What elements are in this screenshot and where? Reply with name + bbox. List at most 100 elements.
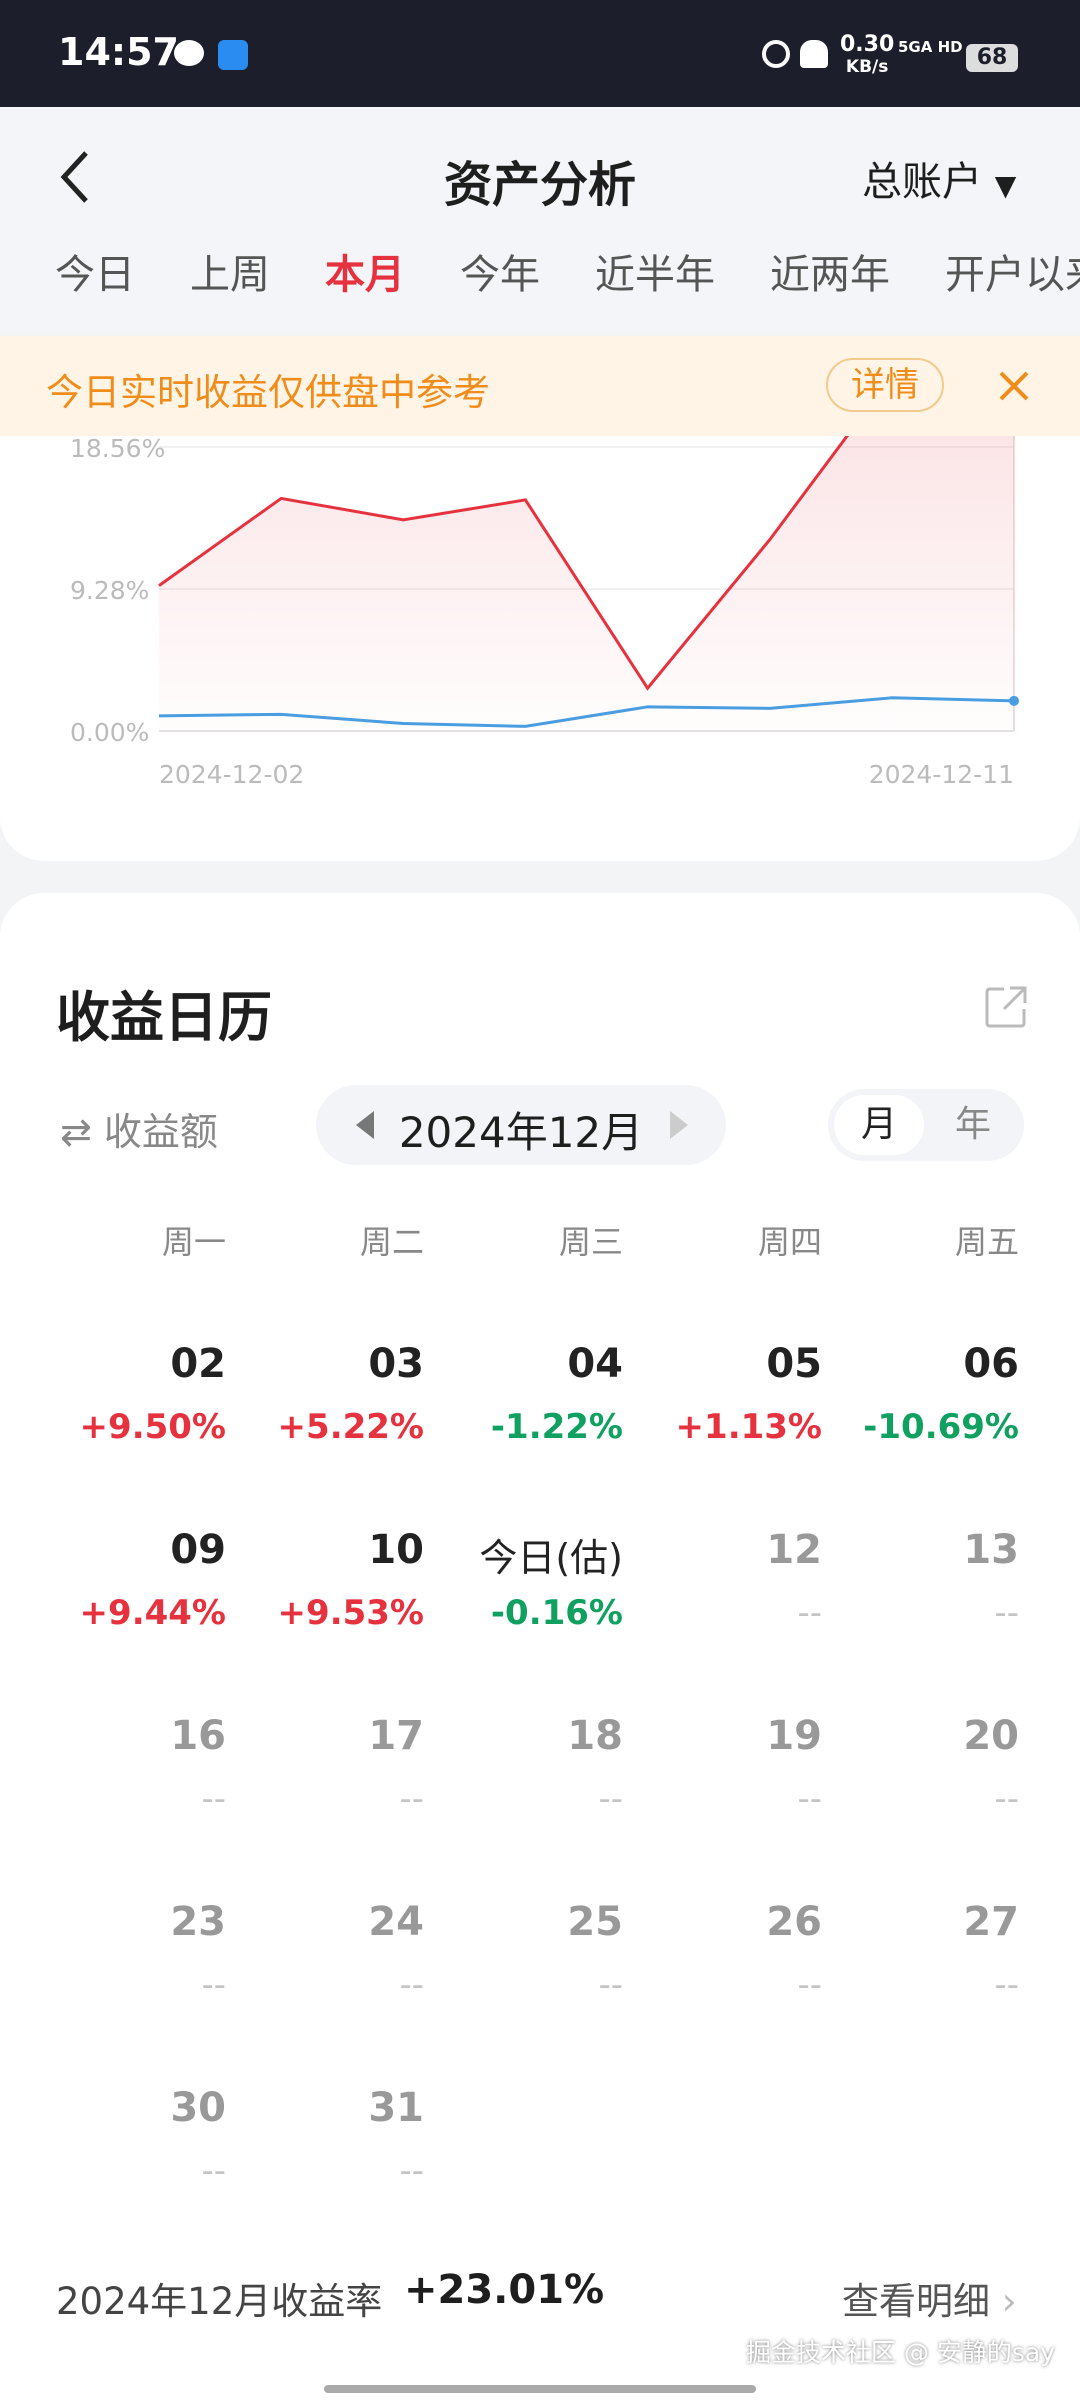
speed-unit: KB/s bbox=[845, 57, 889, 77]
month-picker: 2024年12月 bbox=[316, 1085, 726, 1165]
view-option[interactable]: 月 bbox=[834, 1095, 924, 1155]
calendar-day[interactable]: 02 bbox=[170, 1341, 226, 1387]
chart: 0.00% 9.28% 18.56% 2024-12-02 2024-12-11 bbox=[70, 436, 1019, 789]
x-tick-label: 2024-12-11 bbox=[869, 760, 1014, 789]
weekday: 周一 bbox=[161, 1223, 226, 1261]
calendar-return: +9.50% bbox=[79, 1407, 226, 1447]
calendar-title: 收益日历 bbox=[56, 986, 272, 1049]
dropdown-arrow: ▼ bbox=[994, 169, 1017, 202]
calendar-day[interactable]: 31 bbox=[368, 2085, 424, 2131]
month-label: 2024年12月 bbox=[398, 1108, 644, 1157]
calendar-day[interactable]: 13 bbox=[963, 1527, 1019, 1573]
calendar-day[interactable]: 18 bbox=[567, 1713, 623, 1759]
calendar-day[interactable]: 03 bbox=[368, 1341, 424, 1387]
calendar-day[interactable]: 26 bbox=[766, 1899, 822, 1945]
view-option[interactable]: 年 bbox=[954, 1104, 991, 1145]
calendar-card: 收益日历 ⇄ 收益额 2024年12月 月年 周一 周二 周三 周四 周五 02 +9.50… bbox=[0, 893, 1080, 2400]
detail-link[interactable]: 查看明细 › bbox=[842, 2271, 1017, 2325]
y-tick-label: 18.56% bbox=[70, 436, 165, 463]
chart-card: 0.00% 9.28% 18.56% 2024-12-02 2024-12-11 bbox=[0, 436, 1080, 861]
calendar-return: -- bbox=[201, 1779, 226, 1819]
calendar-day[interactable]: 今日(估) bbox=[479, 1536, 623, 1580]
calendar-day[interactable]: 30 bbox=[170, 2085, 226, 2131]
calendar-return: -0.16% bbox=[490, 1593, 623, 1633]
calendar-day[interactable]: 12 bbox=[766, 1527, 822, 1573]
calendar-day[interactable]: 23 bbox=[170, 1899, 226, 1945]
detail-link-text: 查看明细 bbox=[842, 2280, 990, 2323]
prev-month[interactable] bbox=[356, 1111, 376, 1139]
swap-icon: ⇄ bbox=[60, 1110, 104, 1154]
calendar-day[interactable]: 10 bbox=[368, 1527, 424, 1573]
notice-banner: 今日实时收益仅供盘中参考 详情 bbox=[0, 336, 1080, 436]
calendar-day[interactable]: 20 bbox=[963, 1713, 1019, 1759]
calendar-day[interactable]: 24 bbox=[368, 1899, 424, 1945]
page-title: 资产分析 bbox=[443, 157, 636, 213]
weekday: 周二 bbox=[359, 1223, 424, 1261]
period-tab[interactable]: 今日 bbox=[55, 252, 135, 298]
calendar-day[interactable]: 06 bbox=[963, 1341, 1019, 1387]
calendar-return: -10.69% bbox=[863, 1407, 1019, 1447]
close-button[interactable] bbox=[998, 370, 1030, 402]
period-tab[interactable]: 今年 bbox=[460, 252, 540, 298]
share-icon[interactable] bbox=[984, 985, 1028, 1029]
area bbox=[159, 436, 1014, 731]
calendar-day[interactable]: 27 bbox=[963, 1899, 1019, 1945]
next-month[interactable] bbox=[668, 1111, 688, 1139]
mute-icon bbox=[800, 40, 828, 68]
calendar-day[interactable]: 04 bbox=[567, 1341, 623, 1387]
status-bar: 14:57 0.30 KB/s 5GA HD 68 bbox=[0, 0, 1080, 107]
calendar-return: +1.13% bbox=[675, 1407, 822, 1447]
back-button[interactable] bbox=[56, 147, 96, 207]
calendar-return: -- bbox=[797, 1965, 822, 2005]
alarm-icon bbox=[762, 40, 790, 68]
y-tick-label: 0.00% bbox=[70, 718, 149, 747]
account-name: 总账户 bbox=[862, 159, 982, 205]
calendar-grid: 周一 周二 周三 周四 周五 02 +9.50% 03 +5.22% 04 -1.22% 05 +1.1… bbox=[0, 893, 1080, 2293]
notice-text: 今日实时收益仅供盘中参考 bbox=[46, 371, 490, 414]
header: 资产分析 总账户 ▼ bbox=[0, 107, 1080, 330]
calendar-return: -- bbox=[598, 1779, 623, 1819]
period-tab[interactable]: 近两年 bbox=[770, 252, 890, 298]
calendar-day[interactable]: 17 bbox=[368, 1713, 424, 1759]
calendar-return: -- bbox=[399, 1965, 424, 2005]
period-tab[interactable]: 开户以来 bbox=[945, 252, 1080, 298]
calendar-day[interactable]: 19 bbox=[766, 1713, 822, 1759]
mode-toggle[interactable]: ⇄ 收益额 bbox=[60, 1101, 218, 1156]
calendar-return: -- bbox=[994, 1779, 1019, 1819]
chevron: › bbox=[990, 2280, 1017, 2323]
calendar-return: -- bbox=[994, 1593, 1019, 1633]
network: 5GA HD bbox=[898, 38, 963, 56]
calendar-return: -- bbox=[201, 2151, 226, 2191]
period-tab[interactable]: 本月 bbox=[325, 252, 405, 298]
end-point bbox=[1009, 695, 1019, 706]
calendar-return: +5.22% bbox=[277, 1407, 424, 1447]
calendar-return: -- bbox=[201, 1965, 226, 2005]
calendar-return: -- bbox=[797, 1593, 822, 1633]
line bbox=[158, 436, 849, 691]
wechat-icon bbox=[174, 40, 204, 66]
summary-label: 2024年12月收益率 bbox=[56, 2280, 383, 2323]
home-indicator bbox=[324, 2385, 756, 2393]
line bbox=[158, 696, 1015, 728]
clock: 14:57 bbox=[58, 30, 179, 74]
weekday: 周五 bbox=[954, 1223, 1019, 1261]
view-switch: 月年 bbox=[828, 1089, 1024, 1161]
calendar-day[interactable]: 05 bbox=[766, 1341, 822, 1387]
speed: 0.30 KB/s bbox=[840, 34, 894, 78]
period-tab[interactable]: 上周 bbox=[190, 252, 270, 298]
calendar-return: -- bbox=[399, 2151, 424, 2191]
calendar-day[interactable]: 09 bbox=[170, 1527, 226, 1573]
account-selector[interactable]: 总账户 ▼ bbox=[862, 149, 1016, 207]
y-tick-label: 9.28% bbox=[70, 576, 149, 605]
calendar-return: -- bbox=[598, 1965, 623, 2005]
calendar-return: -- bbox=[797, 1779, 822, 1819]
calendar-day[interactable]: 25 bbox=[567, 1899, 623, 1945]
period-tab[interactable]: 近半年 bbox=[595, 252, 715, 298]
calendar-day[interactable]: 16 bbox=[170, 1713, 226, 1759]
mode-label: 收益额 bbox=[103, 1110, 218, 1154]
detail-button[interactable]: 详情 bbox=[826, 358, 944, 412]
battery: 68 bbox=[966, 44, 1018, 72]
speed-value: 0.30 bbox=[840, 32, 895, 57]
weekday: 周三 bbox=[558, 1223, 623, 1261]
